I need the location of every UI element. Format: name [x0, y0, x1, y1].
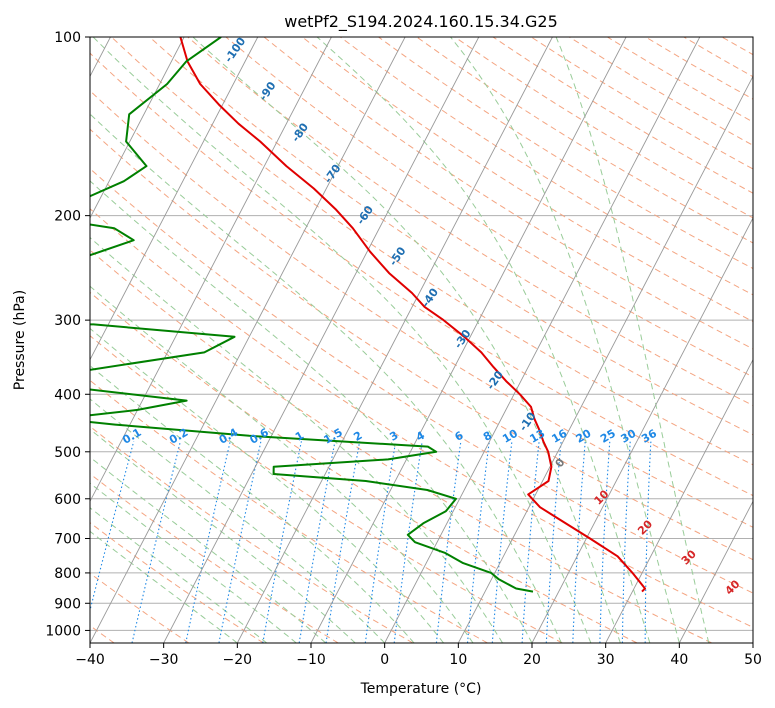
dry-adiabat-line [149, 37, 753, 436]
dry-adiabat-line [225, 37, 753, 378]
y-tick-label: 900 [54, 596, 81, 612]
moist-adiabat-line [90, 113, 562, 643]
y-axis-ticks: 100 200 300 400 500 600 700 800 900 1000 [45, 30, 90, 639]
chart-title: wetPf2_S194.2024.160.15.34.G25 [284, 12, 558, 32]
y-tick-label: 100 [54, 30, 81, 46]
dewpoint-profile-line [90, 37, 534, 593]
isotherm-line [163, 37, 480, 643]
x-tick-label: 0 [380, 652, 389, 668]
mixing-ratio-line [621, 441, 631, 643]
isotherm-line [531, 217, 753, 643]
mixing-ratio-line [90, 441, 135, 613]
isotherm-line [90, 37, 259, 361]
mixing-ratio-line [131, 441, 181, 643]
mixing-ratio-line [325, 441, 361, 643]
isotherm-line [236, 37, 553, 643]
moist-adiabat-line [90, 327, 444, 643]
moist-adiabat-line [92, 37, 592, 643]
moist-adiabat-line [90, 365, 415, 643]
temperature-profile-line [179, 37, 646, 593]
x-tick-label: 10 [449, 652, 467, 668]
mixing-ratio-line [599, 441, 611, 643]
mixing-ratio-line [435, 441, 462, 643]
dry-adiabat-line [90, 291, 638, 643]
y-tick-label: 300 [54, 313, 81, 329]
sounding-series [90, 37, 646, 593]
x-tick-label: −10 [296, 652, 326, 668]
plot-frame [89, 36, 754, 644]
mixing-ratio-line [218, 441, 262, 643]
moist-adiabat-line [555, 37, 710, 643]
y-tick-label: 600 [54, 492, 81, 508]
mixing-ratio-line [545, 441, 562, 643]
moist-adiabat-line [90, 398, 386, 643]
mixing-ratio-line [185, 441, 231, 643]
isotherm-line [90, 37, 332, 503]
x-axis-label: Temperature (°C) [360, 681, 482, 697]
moist-adiabat-line [450, 37, 680, 643]
dry-adiabat-line [90, 379, 488, 643]
y-axis-label: Pressure (hPa) [12, 290, 28, 390]
x-tick-label: −20 [223, 652, 253, 668]
moist-adiabat-line [316, 37, 651, 643]
dry-adiabat-line [90, 249, 712, 643]
x-tick-label: 30 [597, 652, 615, 668]
dry-adiabat-line [90, 90, 753, 528]
y-tick-label: 400 [54, 387, 81, 403]
isotherm-line [384, 37, 701, 643]
dry-adiabat-line [90, 52, 753, 497]
y-tick-label: 800 [54, 566, 81, 582]
isotherm-line [457, 75, 753, 643]
x-tick-label: −40 [75, 652, 105, 668]
moist-adiabat-line [90, 236, 503, 643]
moist-adiabat-line [90, 180, 533, 643]
isotherm-line [605, 358, 753, 643]
mixing-ratio-line [466, 441, 490, 643]
x-tick-label: 50 [744, 652, 762, 668]
y-tick-label: 1000 [45, 623, 81, 639]
dry-adiabat-line [90, 572, 190, 643]
plot-background [90, 37, 753, 643]
y-tick-label: 700 [54, 532, 81, 548]
mixing-ratio-line [298, 441, 336, 643]
x-tick-label: −30 [149, 652, 179, 668]
dry-adiabat-line [90, 167, 753, 594]
x-tick-label: 20 [523, 652, 541, 668]
mixing-ratio-line [521, 441, 540, 643]
moist-adiabats [90, 37, 710, 643]
mixing-ratio-line [262, 441, 302, 643]
isotherm-line [678, 500, 753, 643]
dry-adiabat-line [187, 37, 753, 407]
isotherm-line [90, 37, 185, 219]
moist-adiabat-line [192, 37, 621, 643]
mixing-ratio-line [572, 441, 586, 643]
moist-adiabat-line [90, 482, 297, 643]
moist-adiabat-line [90, 456, 327, 643]
dry-adiabat-line [340, 37, 753, 296]
y-tick-label: 500 [54, 445, 81, 461]
moist-adiabat-line [90, 428, 356, 643]
y-tick-label: 200 [54, 209, 81, 225]
x-axis-ticks: −40 −30 −20 −10 0 10 20 30 40 50 [75, 643, 762, 668]
mixing-ratio-line [644, 441, 652, 643]
mixing-ratio-line [491, 441, 513, 643]
mixing-ratio-line [364, 441, 397, 643]
isotherm-line [90, 37, 406, 643]
moist-adiabat-line [90, 285, 474, 643]
x-tick-label: 40 [670, 652, 688, 668]
